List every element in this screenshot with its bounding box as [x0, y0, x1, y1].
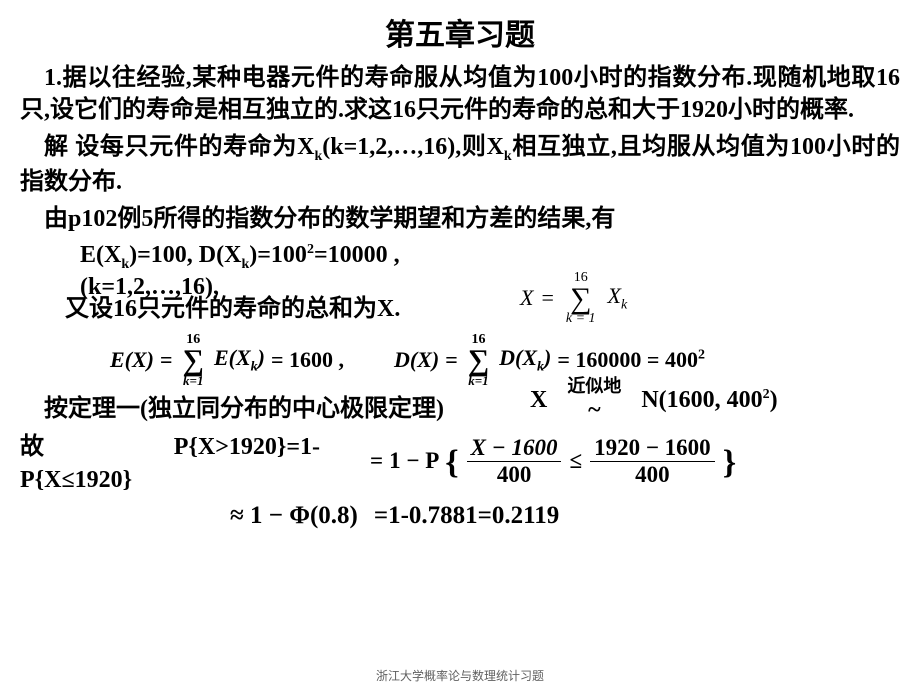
- final-answer: ≈ 1 − Φ(0.8) =1-0.7881=0.2119: [230, 502, 900, 530]
- chapter-title: 第五章习题: [20, 10, 900, 54]
- prob-lhs: 故 P{X>1920}=1-P{X≤1920}: [20, 431, 320, 496]
- let-sum-text: 又设16只元件的寿命的总和为X.: [65, 293, 400, 325]
- solution-intro: 解 设每只元件的寿命为Xk(k=1,2,…,16),则Xk相互独立,且均服从均值…: [20, 131, 900, 199]
- frac-top: 1920 − 1600: [590, 435, 715, 460]
- one-minus-p: 1 − P: [389, 448, 439, 474]
- text: =10000 ,: [314, 242, 400, 268]
- ex-label: E(X): [110, 347, 154, 373]
- exk: E(Xk): [214, 345, 265, 375]
- superscript-2: 2: [307, 242, 314, 257]
- frac-bot: 400: [493, 462, 536, 487]
- problem-statement: 1.据以往经验,某种电器元件的寿命服从均值为100小时的指数分布.现随机地取16…: [20, 62, 900, 127]
- dxk: D(Xk): [499, 345, 551, 375]
- brace-right: }: [723, 453, 736, 473]
- fraction-1: X − 1600 400: [467, 435, 562, 487]
- sigma-symbol: ∑: [570, 285, 591, 312]
- summand: Xk: [608, 283, 628, 313]
- dx-result: = 160000 = 4002: [557, 347, 705, 373]
- dx-label: D(X): [394, 347, 439, 373]
- var-x: X: [520, 285, 533, 311]
- frac-top: X − 1600: [467, 435, 562, 460]
- phi-expr: ≈ 1 − Φ(0.8): [230, 502, 358, 530]
- ex-result: = 1600 ,: [271, 347, 344, 373]
- sigma-symbol: ∑: [468, 347, 489, 374]
- equals: =: [445, 347, 458, 373]
- approx-label: 近似地: [567, 377, 621, 397]
- prob-calc-row: 故 P{X>1920}=1-P{X≤1920} = 1 − P { X − 16…: [20, 431, 900, 500]
- text: )=100: [249, 242, 307, 268]
- equals: =: [370, 448, 383, 474]
- sum-lower: k=1: [468, 374, 488, 387]
- sum-lower: k = 1: [566, 312, 596, 326]
- normal-dist: N(1600, 4002): [641, 387, 777, 414]
- equals: =: [541, 285, 553, 311]
- ex-sum: E(X) = 16 ∑ k=1 E(Xk) = 1600 ,: [110, 333, 344, 387]
- text: E(X: [80, 242, 121, 268]
- sigma-sum: 16 ∑ k=1: [468, 333, 489, 387]
- prob-rhs: = 1 − P { X − 1600 400 ≤ 1920 − 1600 400…: [370, 435, 736, 487]
- leq: ≤: [569, 448, 582, 474]
- text: 解 设每只元件的寿命为X: [44, 134, 314, 160]
- expectation-variance-sum: E(X) = 16 ∑ k=1 E(Xk) = 1600 , D(X) = 16…: [110, 333, 900, 387]
- equals: =: [160, 347, 173, 373]
- sigma-sum: 16 ∑ k=1: [183, 333, 204, 387]
- approx-symbol: 近似地 ~: [567, 377, 621, 423]
- frac-bot: 400: [631, 462, 674, 487]
- tilde: ~: [588, 397, 600, 423]
- expectation-variance: E(Xk)=100, D(Xk)=1002=10000 ,: [20, 239, 900, 275]
- subscript-k: k: [121, 257, 129, 272]
- sum-definition-row: (k=1,2,…,16), 又设16只元件的寿命的总和为X. X = 16 ∑ …: [20, 279, 900, 331]
- sigma-sum: 16 ∑ k = 1: [566, 271, 596, 326]
- sum-formula-x: X = 16 ∑ k = 1 Xk: [520, 271, 627, 326]
- brace-left: {: [445, 453, 458, 473]
- text: (k=1,2,…,16),则X: [322, 134, 504, 160]
- sigma-symbol: ∑: [183, 347, 204, 374]
- approx-normal: X 近似地 ~ N(1600, 4002): [530, 377, 778, 423]
- clt-row: 按定理一(独立同分布的中心极限定理) X 近似地 ~ N(1600, 4002): [20, 393, 900, 429]
- var-x: X: [530, 387, 547, 414]
- subscript-k: k: [504, 149, 512, 164]
- text: )=100, D(X: [129, 242, 241, 268]
- reference-line: 由p102例5所得的指数分布的数学期望和方差的结果,有: [20, 203, 900, 235]
- footer-text: 浙江大学概率论与数理统计习题: [0, 667, 920, 684]
- sum-lower: k=1: [183, 374, 203, 387]
- fraction-2: 1920 − 1600 400: [590, 435, 715, 487]
- clt-text: 按定理一(独立同分布的中心极限定理): [20, 393, 510, 425]
- final-value: =1-0.7881=0.2119: [374, 502, 559, 530]
